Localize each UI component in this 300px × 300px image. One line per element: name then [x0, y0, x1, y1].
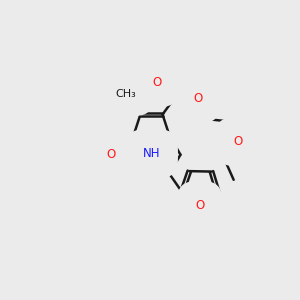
Text: O: O [193, 92, 202, 105]
Text: O: O [106, 148, 116, 161]
Text: NH: NH [143, 147, 160, 160]
Text: O: O [152, 76, 161, 89]
Text: O: O [195, 199, 204, 212]
Text: CH₃: CH₃ [115, 89, 136, 99]
Text: O: O [233, 135, 242, 148]
